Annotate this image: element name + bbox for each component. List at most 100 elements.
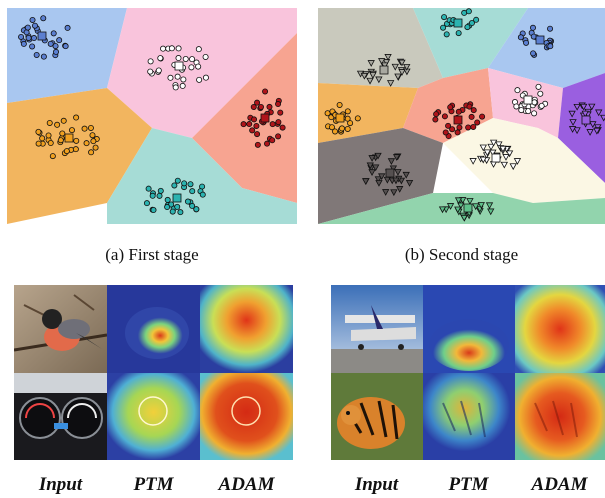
scatter-point — [52, 43, 59, 50]
scatter-point — [171, 182, 178, 189]
scatter-point — [59, 130, 66, 137]
scatter-point — [573, 103, 581, 111]
scatter-point — [336, 101, 343, 108]
scatter-point — [589, 121, 597, 129]
region-teal — [107, 128, 297, 224]
scatter-point — [378, 58, 386, 65]
scatter-point — [547, 43, 554, 50]
scatter-point — [581, 110, 589, 118]
scatter-point — [433, 111, 440, 118]
scatter-point — [25, 34, 32, 41]
scatter-point — [179, 82, 186, 89]
scatter-point — [49, 153, 56, 160]
cluster-center — [491, 153, 501, 163]
scatter-point — [275, 133, 282, 140]
cluster-center — [379, 65, 389, 75]
scatter-point — [81, 125, 88, 132]
scatter-point — [72, 146, 79, 153]
tiger-adam-heatmap — [515, 373, 605, 460]
scatter-point — [50, 30, 57, 37]
cluster-center — [260, 113, 270, 123]
caption-first-stage: (a) First stage — [105, 245, 199, 264]
scatter-point — [391, 63, 399, 71]
scatter-point — [240, 121, 247, 128]
scatter-point — [60, 117, 67, 124]
airplane-input-image — [331, 285, 423, 373]
scatter-point — [73, 137, 80, 144]
scatter-point — [483, 149, 491, 157]
scatter-point — [40, 15, 47, 22]
scatter-point — [509, 163, 517, 171]
bird-ptm-heatmap — [107, 285, 200, 373]
scatter-point — [193, 206, 200, 213]
scatter-point — [455, 30, 462, 37]
scatter-point — [253, 122, 260, 129]
scatter-point — [53, 48, 60, 55]
scatter-point — [279, 124, 286, 131]
scatter-point — [392, 154, 401, 161]
scatter-point — [535, 83, 542, 90]
scatter-point — [24, 24, 31, 31]
scatter-point — [443, 31, 450, 38]
scatter-point — [172, 84, 179, 91]
airplane-adam-heatmap — [515, 285, 605, 373]
scatter-point — [189, 188, 196, 195]
cluster-center — [523, 95, 533, 105]
scatter-point — [366, 77, 374, 85]
scatter-point — [187, 181, 194, 188]
dashboard-ptm-heatmap — [107, 373, 200, 460]
scatter-point — [362, 178, 370, 186]
scatter-point — [432, 116, 439, 123]
scatter-point — [477, 202, 485, 209]
cluster-center — [37, 31, 47, 41]
scatter-point — [29, 16, 36, 23]
scatter-point — [454, 129, 461, 136]
scatter-point — [157, 187, 164, 194]
second-stage-scatter — [318, 8, 605, 224]
scatter-point — [188, 64, 195, 71]
scatter-point — [474, 119, 481, 126]
scatter-point — [266, 103, 273, 110]
scatter-point — [445, 122, 452, 129]
scatter-point — [157, 55, 164, 62]
scatter-point — [275, 119, 282, 126]
scatter-point — [354, 115, 361, 122]
scatter-point — [32, 22, 39, 29]
scatter-point — [47, 140, 54, 147]
scatter-point — [454, 197, 463, 205]
scatter-point — [487, 208, 495, 216]
scatter-point — [184, 198, 191, 205]
scatter-point — [164, 204, 171, 211]
scatter-point — [466, 103, 473, 110]
scatter-point — [46, 119, 53, 126]
region-cream — [443, 118, 605, 203]
scatter-point — [374, 152, 382, 160]
scatter-point — [347, 120, 354, 127]
scatter-point — [250, 103, 257, 110]
scatter-point — [441, 113, 448, 120]
scatter-point — [593, 127, 601, 135]
scatter-point — [360, 72, 369, 80]
scatter-point — [500, 161, 508, 169]
scatter-point — [47, 40, 54, 47]
cluster-center — [335, 113, 345, 123]
scatter-point — [344, 108, 351, 115]
scatter-point — [569, 119, 577, 126]
scatter-point — [505, 150, 514, 158]
scatter-point — [62, 43, 69, 50]
scatter-point — [389, 165, 398, 173]
dashboard-input-image — [14, 373, 107, 460]
scatter-point — [167, 74, 174, 81]
scatter-point — [466, 198, 474, 205]
scatter-point — [398, 69, 406, 76]
scatter-point — [196, 76, 203, 83]
scatter-point — [20, 40, 27, 47]
scatter-point — [465, 8, 472, 15]
scatter-point — [68, 127, 75, 134]
bird-input-image — [14, 285, 107, 373]
scatter-point — [518, 107, 525, 114]
scatter-point — [54, 121, 61, 128]
label-adam-left: ADAM — [218, 474, 275, 495]
scatter-point — [485, 202, 494, 210]
region-salmon — [192, 33, 297, 203]
